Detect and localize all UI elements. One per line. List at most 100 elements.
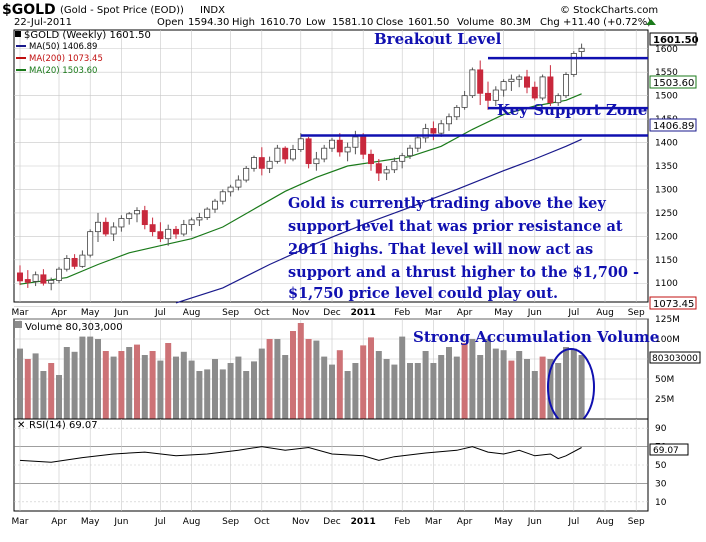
- candle-up: [289, 149, 296, 160]
- ma20-line: [19, 93, 582, 285]
- candle-up: [165, 228, 172, 240]
- volume-bar: [305, 339, 312, 419]
- ma200-tag-value: 1073.45: [653, 299, 694, 310]
- volume-tag: [649, 351, 701, 364]
- volume-bar: [258, 348, 265, 419]
- volume-bar: [180, 351, 187, 419]
- legend-ma20: MA(20) 1503.60: [29, 66, 97, 76]
- candle-up: [563, 74, 570, 97]
- x-tick-label: Apr: [457, 308, 473, 318]
- candle-up: [539, 76, 546, 99]
- volume-bar: [251, 361, 257, 419]
- volume-bar: [71, 351, 78, 419]
- volume-bar: [118, 351, 125, 419]
- candle-down: [484, 92, 491, 101]
- volume-bar: [266, 339, 273, 419]
- volume-bar: [165, 343, 172, 419]
- volume-bar: [570, 348, 577, 419]
- low-value: 1581.10: [332, 17, 373, 28]
- candle-up: [211, 200, 218, 210]
- key-support-zone-label: Key Support Zone: [497, 101, 647, 119]
- candle-down: [157, 231, 164, 240]
- volume-bar: [102, 351, 109, 419]
- volume-bar: [399, 336, 406, 419]
- legend-rsi: RSI(14) 69.07: [29, 420, 98, 431]
- candle-up: [48, 280, 55, 284]
- candle-down: [547, 76, 554, 104]
- volume-bar: [282, 355, 289, 419]
- candle-up: [126, 213, 133, 219]
- volume-bar: [375, 351, 382, 419]
- volume-bar: [63, 347, 70, 419]
- candle-down: [360, 136, 367, 155]
- ma50-line: [175, 138, 582, 304]
- x-tick-label: Apr: [51, 308, 67, 318]
- candle-up: [56, 268, 63, 281]
- volume-bar: [297, 323, 304, 419]
- volume-bar: [407, 363, 413, 419]
- price-tick-label: 1400: [655, 139, 678, 149]
- candle-down: [172, 228, 179, 235]
- candlesticks: [16, 43, 585, 291]
- candle-up: [328, 139, 335, 149]
- x-tick-label: Sep: [628, 308, 645, 318]
- volume-bar: [368, 337, 374, 419]
- candle-up: [227, 186, 234, 193]
- candle-up: [297, 138, 304, 150]
- volume-bar: [17, 348, 23, 419]
- price-panel: 1600155015001450140013501300125012001150…: [13, 29, 678, 313]
- candle-down: [531, 86, 538, 99]
- x-tick-label: Oct: [254, 308, 270, 318]
- volume-bar: [492, 348, 499, 419]
- candle-down: [71, 257, 78, 267]
- volume-bar: [219, 369, 226, 419]
- volume-bar: [539, 356, 546, 419]
- x-tick-label: 2011: [351, 517, 376, 527]
- volume-bar: [531, 371, 538, 419]
- candle-down: [141, 210, 148, 226]
- candle-down: [258, 157, 265, 169]
- candle-up: [508, 78, 515, 82]
- date-label: 22-Jul-2011: [14, 17, 72, 28]
- volume-bar: [24, 359, 31, 419]
- rsi-grid: [14, 419, 648, 511]
- volume-bar: [126, 347, 133, 419]
- volume-label: Volume: [457, 17, 494, 28]
- volume-bar: [329, 364, 335, 419]
- volume-bar: [469, 339, 476, 419]
- rsi-tick-label: 30: [655, 479, 667, 489]
- symbol-title: $GOLD: [2, 2, 56, 18]
- candle-up: [500, 81, 507, 91]
- price-tick-label: 1250: [655, 209, 678, 219]
- volume-bar: [336, 350, 343, 419]
- volume-bar: [422, 351, 429, 419]
- candle-up: [266, 160, 273, 169]
- rsi-panel: 9070503010: [13, 418, 667, 512]
- x-tick-label: May: [494, 517, 513, 527]
- candle-up: [422, 128, 429, 139]
- volume-bar: [516, 351, 523, 419]
- candle-up: [391, 160, 398, 171]
- rsi-axis: 9070503010: [655, 424, 667, 508]
- low-label: Low: [306, 17, 326, 28]
- volume-bar: [48, 363, 55, 419]
- x-tick-label: Nov: [292, 517, 310, 527]
- x-tick-label: Apr: [51, 517, 67, 527]
- legend-ma50: MA(50) 1406.89: [29, 42, 97, 52]
- candle-down: [477, 69, 484, 94]
- price-tick-label: 1150: [655, 256, 678, 266]
- volume-bar: [274, 339, 281, 419]
- chg-value: +11.40 (+0.72%): [563, 17, 651, 28]
- candle-up: [578, 47, 585, 52]
- volume-legend-swatch: [15, 321, 22, 328]
- exchange-label: INDX: [200, 5, 225, 16]
- open-value: 1594.30: [188, 17, 229, 28]
- volume-bar: [290, 331, 296, 419]
- volume-note-label: Strong Accumulation Volume: [413, 328, 659, 346]
- volume-bar: [40, 371, 47, 419]
- volume-bar: [352, 363, 359, 419]
- candle-up: [406, 147, 413, 157]
- volume-bar: [446, 347, 452, 419]
- price-tick-label: 1200: [655, 232, 678, 242]
- candle-up: [250, 157, 257, 169]
